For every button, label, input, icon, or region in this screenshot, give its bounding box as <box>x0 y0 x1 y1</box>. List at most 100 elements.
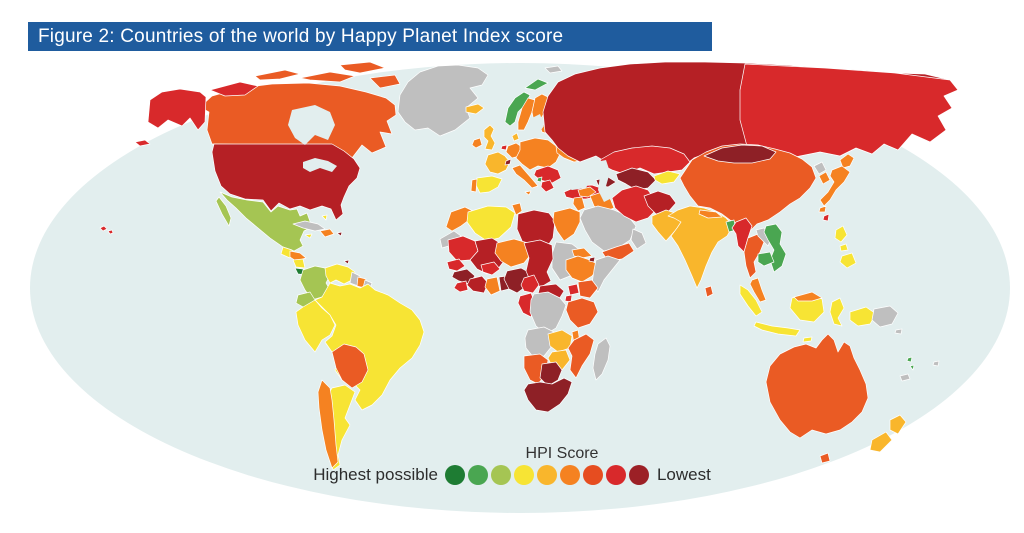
legend-dot <box>583 465 604 485</box>
country-ghana <box>484 276 501 296</box>
country-kyrgyz-tajik <box>653 170 681 185</box>
country-canada-island <box>299 71 356 83</box>
country-peru <box>295 299 336 353</box>
figure-title: Figure 2: Countries of the world by Happ… <box>38 25 564 47</box>
country-ethiopia <box>565 255 601 283</box>
country-sierra-leone <box>453 280 469 293</box>
country-denmark <box>511 132 520 142</box>
country-djibouti <box>588 256 596 263</box>
country-mozambique <box>567 333 595 379</box>
country-uk <box>483 124 496 151</box>
country-russia-east <box>739 63 959 161</box>
country-vanuatu <box>906 356 913 363</box>
country-sicily <box>524 190 532 196</box>
country-baja <box>215 196 232 227</box>
country-tasmania <box>819 452 831 464</box>
country-italy <box>511 164 539 189</box>
country-mongolia <box>703 144 777 164</box>
country-india <box>667 205 734 289</box>
country-senegal <box>446 258 466 272</box>
country-switzerland <box>504 158 512 166</box>
country-nepal <box>698 209 723 219</box>
country-angola <box>524 326 555 359</box>
country-botswana <box>539 361 563 387</box>
country-philippines-visayas <box>839 243 849 252</box>
country-syria <box>577 186 597 198</box>
country-oman <box>630 228 647 250</box>
country-nz-north <box>889 414 907 435</box>
country-turkmen-uzbek <box>615 167 657 191</box>
legend-dot <box>560 465 581 485</box>
country-eritrea <box>571 247 593 259</box>
country-chad <box>523 239 554 288</box>
country-tunisia <box>511 202 523 216</box>
country-japan-kyushu <box>818 205 827 213</box>
great-lakes <box>303 158 337 172</box>
legend-dot <box>537 465 558 485</box>
country-guatemala <box>280 246 293 259</box>
hudson-bay <box>288 105 335 145</box>
country-cuba <box>292 220 326 232</box>
legend-title: HPI Score <box>525 445 599 462</box>
country-kenya <box>577 279 599 299</box>
country-burkina <box>480 261 501 276</box>
country-indonesia-java <box>753 321 801 337</box>
country-saudi-arabia <box>579 205 637 252</box>
country-venezuela <box>324 263 356 285</box>
country-hawaii <box>99 225 108 232</box>
baltic-sea <box>531 114 544 134</box>
country-france <box>484 151 511 175</box>
country-vanuatu <box>909 364 915 371</box>
country-hispaniola <box>319 228 335 238</box>
caspian-sea <box>596 160 612 202</box>
legend-dot <box>445 465 466 485</box>
country-indonesia-sulawesi <box>829 297 845 327</box>
country-somalia <box>591 255 621 293</box>
country-indonesia-sumatra <box>739 284 763 317</box>
legend-scale <box>444 465 651 485</box>
country-egypt <box>552 207 581 242</box>
country-australia <box>765 333 869 439</box>
country-puerto-rico <box>336 231 343 237</box>
country-malaysia-peninsula <box>749 277 767 303</box>
country-philippines-mindanao <box>839 252 857 269</box>
country-albania <box>536 176 543 183</box>
country-ireland <box>471 137 483 149</box>
country-south-korea <box>818 171 831 185</box>
country-greenland <box>397 64 489 137</box>
country-malaysia-borneo <box>793 291 823 302</box>
country-chile <box>317 379 339 469</box>
country-niger <box>494 238 533 268</box>
country-north-korea <box>813 161 827 175</box>
country-nicaragua <box>292 258 306 269</box>
country-png <box>871 305 899 328</box>
country-cameroon <box>520 274 540 294</box>
legend-dot <box>514 465 535 485</box>
country-belgium <box>500 144 508 151</box>
country-canada-island <box>254 69 301 81</box>
country-hawaii <box>107 229 114 235</box>
country-jordan-israel <box>572 196 586 212</box>
country-solomon <box>894 328 903 335</box>
country-afghanistan <box>643 190 677 215</box>
country-canada-arctic <box>209 81 259 97</box>
country-uganda <box>567 283 580 296</box>
country-japan-honshu <box>819 165 851 207</box>
country-svalbard <box>544 65 563 74</box>
country-canada-island <box>339 61 386 74</box>
country-canada-island <box>369 74 401 89</box>
country-south-africa <box>523 377 573 413</box>
country-greece <box>540 179 555 193</box>
country-bolivia <box>331 343 369 389</box>
country-taiwan <box>822 213 830 222</box>
country-cambodia <box>757 251 775 267</box>
country-vietnam <box>763 223 787 273</box>
legend-dot <box>629 465 650 485</box>
country-bahamas <box>321 214 328 221</box>
country-aleutians <box>134 139 151 147</box>
country-ivory-coast <box>466 275 489 294</box>
legend-dot <box>491 465 512 485</box>
legend: Highest possible Lowest <box>0 465 1024 485</box>
figure-title-bar: Figure 2: Countries of the world by Happ… <box>28 22 712 51</box>
